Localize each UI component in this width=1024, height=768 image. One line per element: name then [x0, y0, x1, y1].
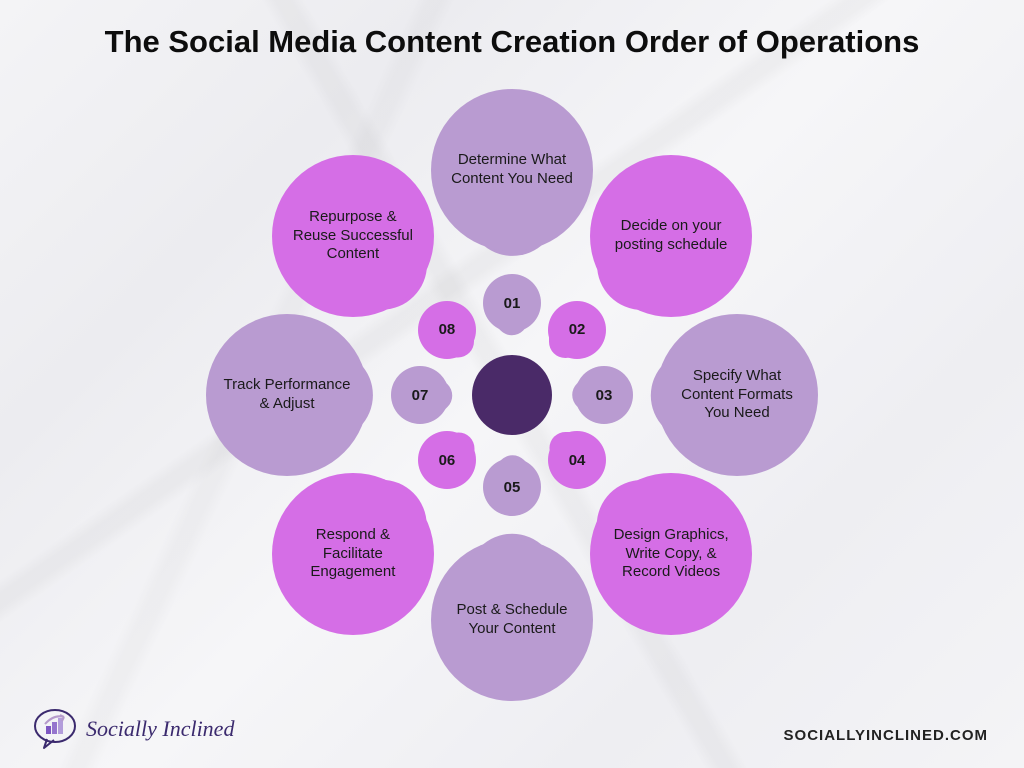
step-number-07: 07: [391, 366, 449, 424]
step-number-01: 01: [483, 274, 541, 332]
footer-url: SOCIALLYINCLINED.COM: [784, 727, 988, 744]
step-label-text: Post & Schedule Your Content: [445, 601, 579, 639]
step-label-06: Respond & Facilitate Engagement: [272, 473, 434, 635]
step-number-03: 03: [575, 366, 633, 424]
step-label-text: Track Performance & Adjust: [220, 376, 354, 414]
step-number-04: 04: [548, 431, 606, 489]
step-label-text: Repurpose & Reuse Successful Content: [286, 208, 420, 264]
brand-name: Socially Inclined: [86, 716, 234, 742]
step-number-02: 02: [548, 301, 606, 359]
step-number-08: 08: [418, 301, 476, 359]
step-label-04: Design Graphics, Write Copy, & Record Vi…: [590, 473, 752, 635]
step-label-08: Repurpose & Reuse Successful Content: [272, 155, 434, 317]
step-label-text: Determine What Content You Need: [445, 151, 579, 189]
step-label-text: Respond & Facilitate Engagement: [286, 526, 420, 582]
step-number-06: 06: [418, 431, 476, 489]
step-label-03: Specify What Content Formats You Need: [656, 314, 818, 476]
step-label-05: Post & Schedule Your Content: [431, 539, 593, 701]
brand-logo: Socially Inclined: [32, 706, 234, 752]
step-label-text: Specify What Content Formats You Need: [670, 367, 804, 423]
center-hub: [472, 355, 552, 435]
step-label-text: Decide on your posting schedule: [604, 217, 738, 255]
step-label-07: Track Performance & Adjust: [206, 314, 368, 476]
page-title: The Social Media Content Creation Order …: [0, 24, 1024, 60]
step-label-02: Decide on your posting schedule: [590, 155, 752, 317]
step-number-05: 05: [483, 458, 541, 516]
step-label-text: Design Graphics, Write Copy, & Record Vi…: [604, 526, 738, 582]
step-label-01: Determine What Content You Need: [431, 89, 593, 251]
speech-bubble-icon: [32, 706, 78, 752]
